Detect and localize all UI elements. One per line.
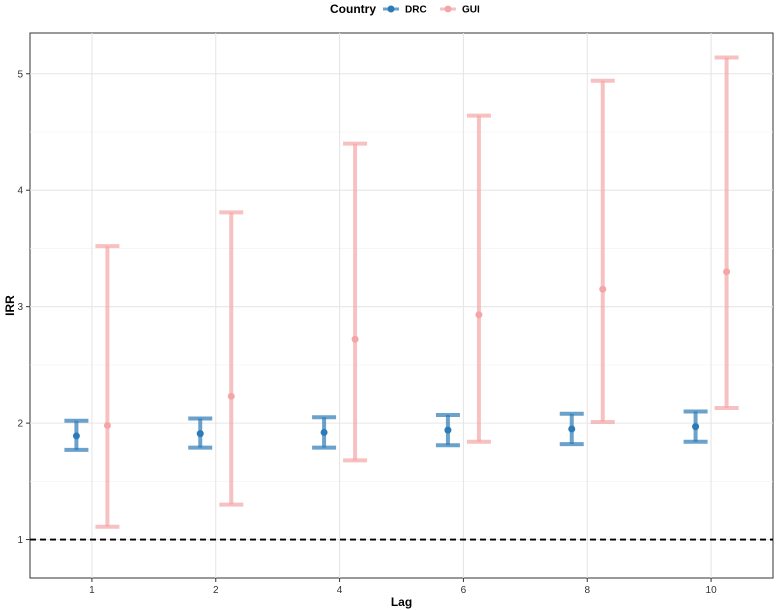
- data-point: [723, 268, 731, 276]
- series-drc: [64, 409, 708, 452]
- x-tick-label: 4: [337, 585, 343, 596]
- y-axis-title: IRR: [3, 295, 17, 316]
- data-point: [692, 423, 700, 431]
- legend-label-drc: DRC: [405, 5, 427, 16]
- y-tick-label: 4: [17, 186, 23, 197]
- data-point: [568, 425, 576, 433]
- x-tick-label: 1: [89, 585, 95, 596]
- gridlines: [30, 33, 773, 578]
- data-point: [444, 426, 452, 434]
- legend-label-gui: GUI: [462, 5, 480, 16]
- x-tick-label: 8: [584, 585, 590, 596]
- x-axis-title: Lag: [391, 595, 412, 609]
- data-point: [320, 428, 328, 436]
- legend: Country DRC GUI: [330, 2, 480, 16]
- data-point: [196, 430, 204, 438]
- axes: 1 2 3 4 5 1 2 4 6 8 10: [17, 69, 717, 596]
- data-point: [103, 421, 111, 429]
- x-tick-label: 6: [461, 585, 467, 596]
- series-gui: [95, 55, 739, 529]
- y-tick-label: 5: [17, 69, 23, 80]
- y-tick-label: 2: [17, 419, 23, 430]
- legend-key-point: [387, 5, 395, 13]
- legend-key-point: [444, 5, 452, 13]
- data-point: [599, 285, 607, 293]
- x-tick-label: 2: [213, 585, 219, 596]
- legend-title: Country: [330, 2, 376, 16]
- data-point: [72, 432, 80, 440]
- y-tick-label: 3: [17, 302, 23, 313]
- x-tick-label: 10: [706, 585, 718, 596]
- data-marks: [64, 55, 739, 529]
- y-tick-label: 1: [17, 535, 23, 546]
- data-point: [227, 392, 235, 400]
- data-point: [475, 311, 483, 319]
- data-point: [351, 335, 359, 343]
- plot-panel: [29, 32, 774, 579]
